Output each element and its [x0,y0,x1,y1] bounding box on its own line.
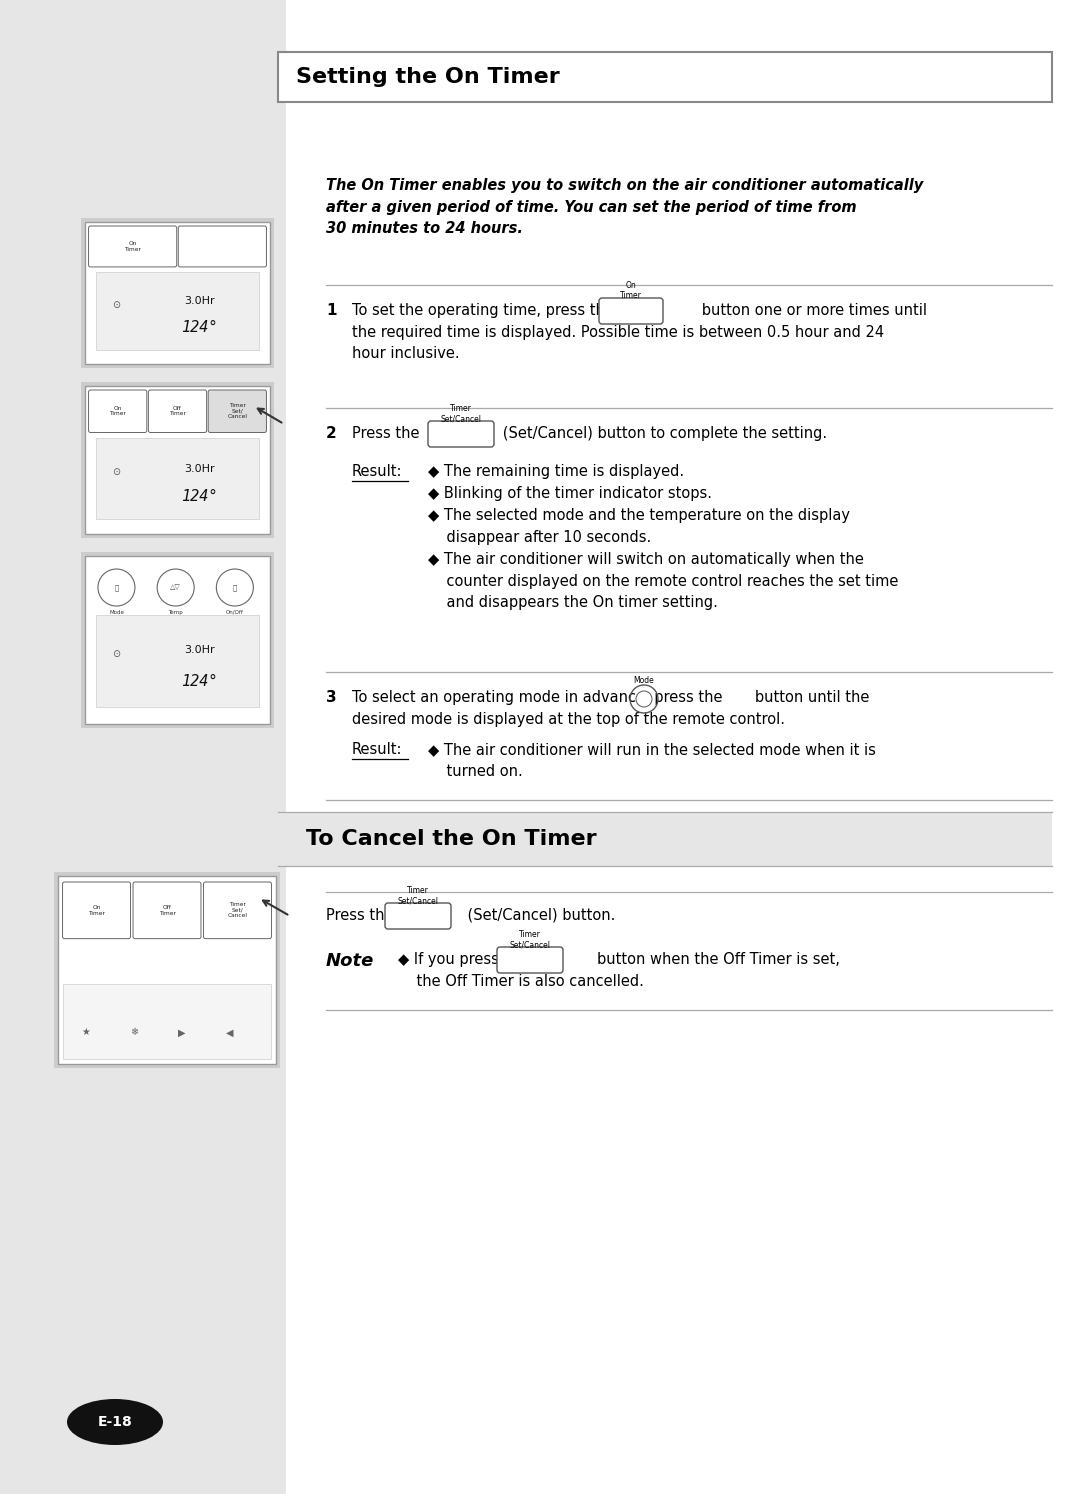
FancyBboxPatch shape [428,421,494,447]
Text: ◆ Blinking of the timer indicator stops.: ◆ Blinking of the timer indicator stops. [428,486,712,500]
FancyBboxPatch shape [133,881,201,938]
Text: On
Timer: On Timer [620,281,642,300]
FancyBboxPatch shape [203,881,271,938]
FancyBboxPatch shape [384,902,451,929]
Bar [96,616,259,707]
Text: ❄: ❄ [130,1028,138,1037]
Bar [54,872,280,1068]
Text: On
Timer: On Timer [89,905,105,916]
Text: 124°: 124° [181,674,218,689]
Text: ◆ The air conditioner will switch on automatically when the
    counter displaye: ◆ The air conditioner will switch on aut… [428,551,899,610]
Text: △▽: △▽ [171,584,181,590]
Bar [81,551,274,728]
Text: ◆ If you press the               button when the Off Timer is set,
    the Off T: ◆ If you press the button when the Off T… [399,952,840,989]
FancyBboxPatch shape [599,297,663,324]
Text: ★: ★ [82,1028,91,1037]
Text: 3.0Hr: 3.0Hr [185,463,215,474]
Text: 3.0Hr: 3.0Hr [185,296,215,306]
Text: Result:: Result: [352,465,403,480]
Text: 2: 2 [326,426,337,441]
Text: ◆ The remaining time is displayed.: ◆ The remaining time is displayed. [428,465,684,480]
Text: Timer
Set/Cancel: Timer Set/Cancel [510,931,551,949]
Text: Timer
Set/Cancel: Timer Set/Cancel [397,886,438,905]
Text: 124°: 124° [181,489,218,503]
Text: E-18: E-18 [97,1415,133,1428]
Bar [85,385,270,533]
Text: ◆ The selected mode and the temperature on the display
    disappear after 10 se: ◆ The selected mode and the temperature … [428,508,850,545]
FancyBboxPatch shape [208,390,267,432]
Text: Timer
Set/Cancel: Timer Set/Cancel [441,405,482,423]
Text: To set the operating time, press the                   button one or more times : To set the operating time, press the but… [352,303,927,362]
Text: ⊙: ⊙ [112,468,121,477]
Text: ◆ The air conditioner will run in the selected mode when it is
    turned on.: ◆ The air conditioner will run in the se… [428,743,876,778]
Text: ⊙: ⊙ [112,648,121,659]
Text: Mode: Mode [634,675,654,686]
FancyBboxPatch shape [63,881,131,938]
Bar [278,52,1052,102]
Text: ⏼: ⏼ [232,584,237,590]
Bar [85,223,270,365]
Text: ⏻: ⏻ [114,584,119,590]
Text: 3: 3 [326,690,337,705]
Bar [58,875,276,1064]
Text: On/Off: On/Off [226,610,244,614]
Text: Timer
Set/
Cancel: Timer Set/ Cancel [227,403,247,420]
Bar [85,556,270,725]
FancyBboxPatch shape [89,226,177,267]
Text: 3.0Hr: 3.0Hr [185,645,215,654]
Bar [81,218,274,368]
FancyBboxPatch shape [497,947,563,973]
Text: Mode: Mode [109,610,124,614]
Text: Temp: Temp [168,610,183,614]
Text: Timer
Set/
Cancel: Timer Set/ Cancel [228,902,247,919]
Bar [0,0,286,1494]
Text: To select an operating mode in advance, press the       button until the
desired: To select an operating mode in advance, … [352,690,869,726]
Bar [278,813,1052,867]
Text: Off
Timer: Off Timer [170,406,186,417]
Text: The On Timer enables you to switch on the air conditioner automatically
after a : The On Timer enables you to switch on th… [326,178,923,236]
FancyBboxPatch shape [178,226,267,267]
Text: ⊙: ⊙ [112,299,121,309]
Text: 124°: 124° [181,320,218,336]
Text: Off
Timer: Off Timer [159,905,175,916]
Bar [81,382,274,538]
Text: Setting the On Timer: Setting the On Timer [296,67,559,87]
Circle shape [636,692,652,707]
Text: Result:: Result: [352,743,403,757]
Text: To Cancel the On Timer: To Cancel the On Timer [306,829,596,849]
Text: 1: 1 [326,303,337,318]
FancyBboxPatch shape [148,390,206,432]
Bar [96,438,259,520]
Text: ◀: ◀ [226,1028,233,1037]
Text: ▶: ▶ [178,1028,186,1037]
Text: Press the                (Set/Cancel) button.: Press the (Set/Cancel) button. [326,908,616,923]
FancyBboxPatch shape [89,390,147,432]
Ellipse shape [67,1398,163,1445]
Text: Press the                  (Set/Cancel) button to complete the setting.: Press the (Set/Cancel) button to complet… [352,426,827,441]
Text: On
Timer: On Timer [124,241,141,251]
Bar [96,272,259,350]
Bar [63,985,271,1059]
Text: On
Timer: On Timer [109,406,126,417]
Text: Note: Note [326,952,375,970]
